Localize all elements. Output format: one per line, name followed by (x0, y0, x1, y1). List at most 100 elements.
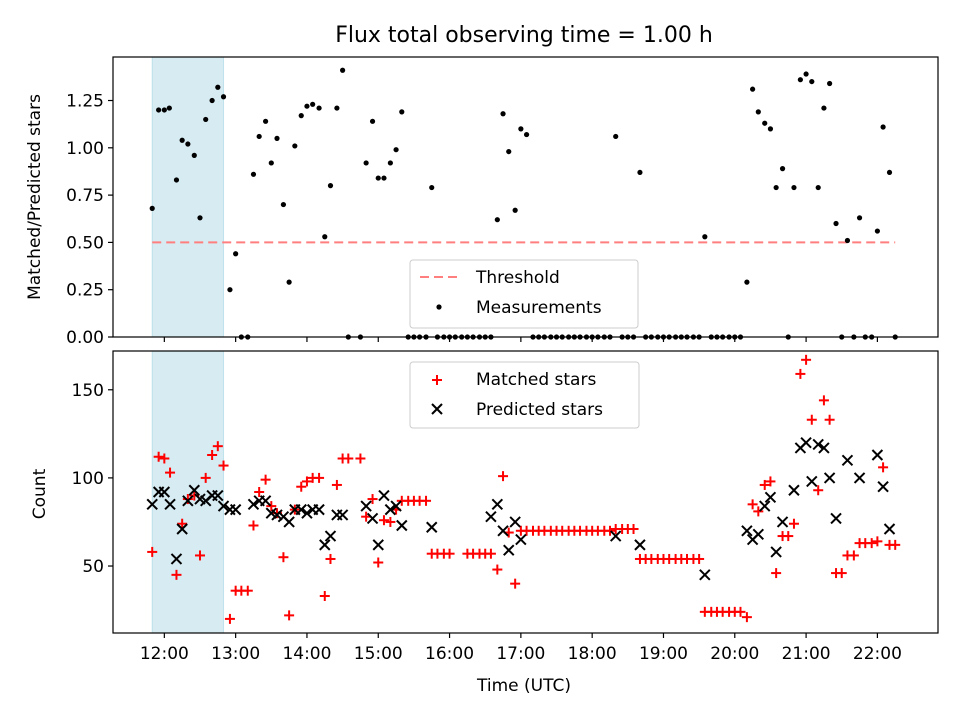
measurement-point (886, 169, 893, 176)
x-tick-label: 15:00 (354, 644, 403, 664)
matched-point (254, 487, 265, 497)
predicted-point (188, 484, 200, 496)
measurement-point (280, 201, 287, 208)
top-legend: Threshold Measurements (409, 259, 639, 329)
measurement-point (844, 237, 851, 244)
matched-point (177, 518, 188, 529)
matched-point (218, 460, 229, 471)
measurement-point (809, 78, 815, 85)
matched-point (771, 568, 782, 579)
measurement-point (803, 71, 809, 77)
measurement-point (494, 217, 500, 223)
predicted-point (176, 523, 188, 535)
matched-point (355, 453, 366, 464)
measurements-legend-label: Measurements (476, 298, 602, 318)
matched-point (788, 518, 799, 529)
measurement-point (750, 86, 756, 92)
matched-point (765, 476, 776, 487)
matched-point (848, 550, 859, 561)
matched-point (212, 441, 223, 452)
measurement-point (179, 137, 185, 143)
measurement-point (429, 184, 435, 191)
bottom-points (146, 354, 901, 624)
matched-point (824, 414, 835, 425)
measurement-point (880, 124, 886, 130)
predicted-point (247, 498, 260, 511)
matched-point (165, 467, 176, 478)
matched-point (325, 553, 336, 564)
matched-point (248, 520, 259, 531)
bottom-y-axis-label: Count (30, 468, 50, 519)
predicted-point (503, 544, 515, 556)
x-tick-label: 20:00 (710, 644, 759, 664)
predicted-point (301, 507, 313, 519)
measurement-point (375, 175, 381, 181)
matched-point (444, 548, 455, 559)
predicted-point (883, 523, 896, 535)
predicted-point (871, 449, 884, 461)
predicted-point (823, 472, 836, 484)
matched-point (171, 569, 182, 580)
measurement-point (762, 120, 768, 126)
matched-point (866, 538, 877, 549)
matched-point (421, 495, 432, 506)
measurement-point (185, 141, 191, 147)
x-tick-label: 18:00 (568, 644, 617, 664)
measurement-point (334, 105, 340, 111)
measurement-point (363, 160, 369, 166)
predicted-point (853, 472, 866, 484)
predicted-point (491, 498, 504, 511)
predicted-point (741, 525, 753, 537)
matched-legend-label: Matched stars (476, 370, 596, 390)
predicted-point (146, 498, 158, 511)
bottom-axes-frame (112, 350, 939, 634)
top-y-tick-label: 1.25 (66, 92, 104, 112)
measurement-point (767, 126, 774, 132)
x-tick-label: 14:00 (282, 644, 331, 664)
matched-point (510, 578, 521, 589)
predicted-point (770, 546, 782, 558)
measurement-point (833, 220, 839, 227)
predicted-point (764, 491, 777, 503)
matched-point (741, 612, 752, 623)
measurements-legend-swatch (436, 304, 442, 310)
predicted-point (759, 500, 771, 512)
measurement-point (827, 80, 833, 87)
matched-point (301, 476, 312, 487)
predicted-legend-label: Predicted stars (476, 400, 603, 420)
predicted-point (164, 498, 176, 511)
x-tick-label: 22:00 (853, 644, 902, 664)
matched-point (153, 451, 164, 462)
matched-point (806, 414, 817, 425)
top-axes-frame (112, 56, 939, 338)
measurement-point (773, 184, 779, 191)
predicted-point (283, 516, 295, 528)
predicted-point (378, 489, 390, 502)
measurement-point (161, 107, 167, 113)
matched-point (783, 531, 794, 542)
measurement-point (821, 105, 827, 111)
measurement-point (274, 135, 280, 141)
measurement-point (791, 184, 797, 191)
matched-point (818, 395, 829, 406)
matched-point (200, 472, 211, 483)
predicted-point (812, 438, 824, 451)
bottom-x-axis-label: Time (UTC) (476, 676, 571, 696)
measurement-point (856, 215, 863, 221)
measurement-point (523, 131, 530, 138)
measurement-point (637, 169, 643, 176)
measurement-point (399, 109, 405, 115)
predicted-point (426, 521, 438, 533)
measurement-point (149, 205, 155, 211)
predicted-point (800, 436, 812, 449)
matched-point (224, 613, 235, 624)
matched-point (890, 539, 901, 550)
measurement-point (203, 116, 209, 123)
measurement-point (506, 148, 512, 155)
matched-point (242, 585, 253, 596)
predicted-point (752, 528, 765, 541)
measurement-point (613, 133, 619, 140)
predicted-point (182, 495, 194, 507)
measurement-point (387, 160, 393, 166)
